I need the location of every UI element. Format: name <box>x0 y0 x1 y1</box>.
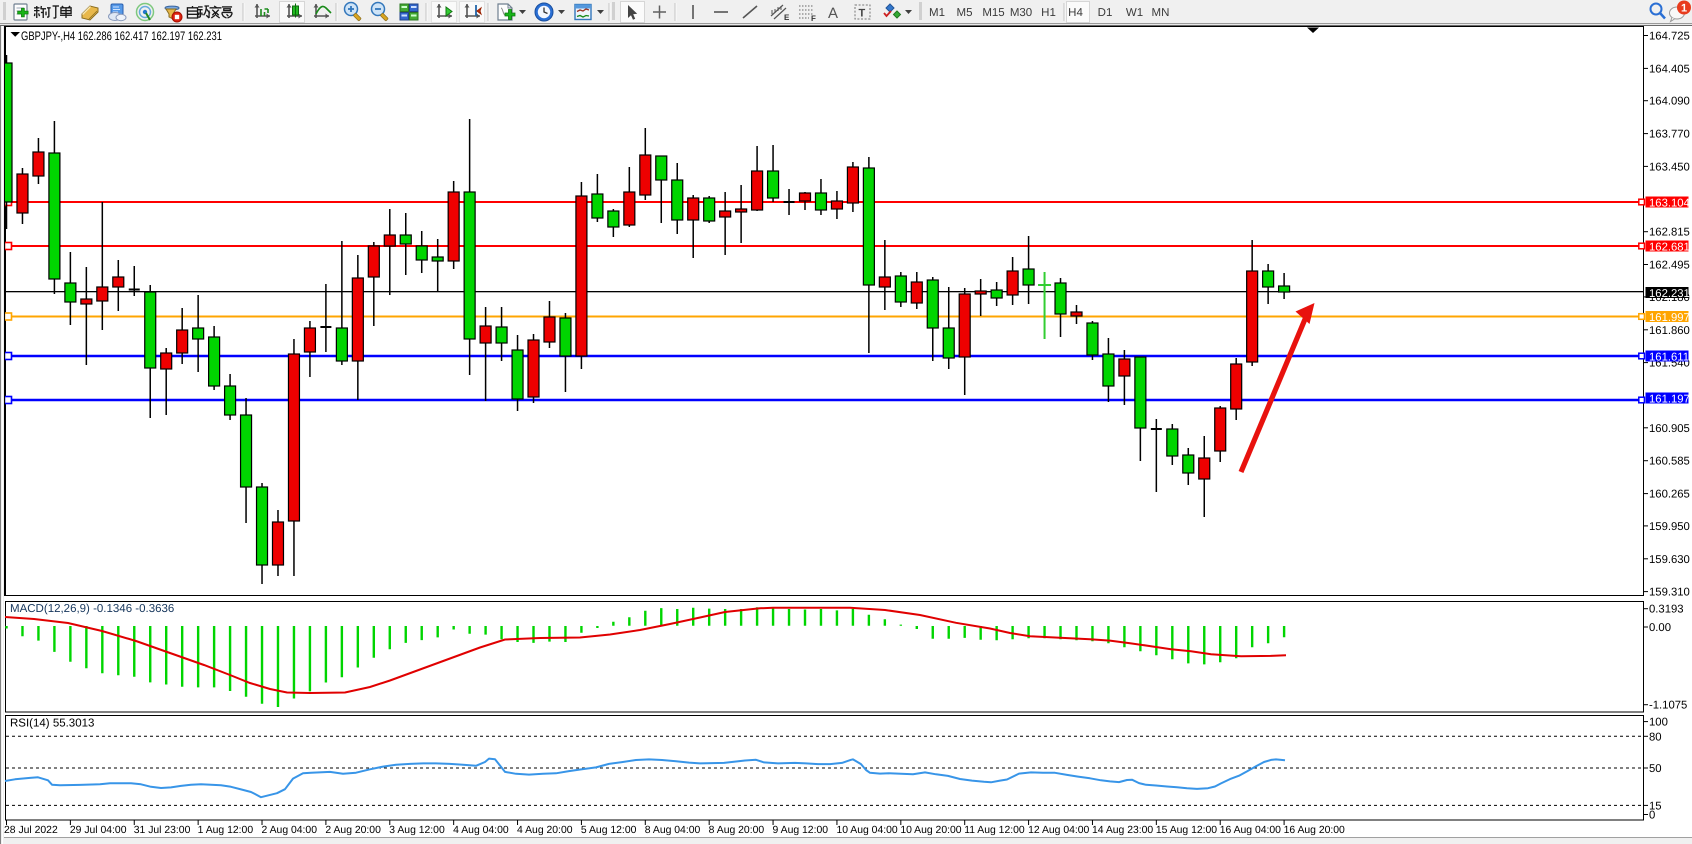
svg-text:4 Aug 20:00: 4 Aug 20:00 <box>517 825 573 836</box>
svg-text:11 Aug 12:00: 11 Aug 12:00 <box>964 825 1025 836</box>
svg-text:80: 80 <box>1649 731 1662 743</box>
svg-text:F: F <box>811 14 816 23</box>
svg-text:M30: M30 <box>1010 7 1032 19</box>
svg-text:164.090: 164.090 <box>1649 96 1690 108</box>
svg-text:GBPJPY-,H4 162.286 162.417 16: GBPJPY-,H4 162.286 162.417 162.197 162.2… <box>21 29 222 43</box>
svg-text:161.611: 161.611 <box>1649 352 1689 364</box>
svg-text:H1: H1 <box>1041 7 1056 19</box>
svg-text:12 Aug 04:00: 12 Aug 04:00 <box>1028 825 1089 836</box>
svg-text:15: 15 <box>1649 800 1662 812</box>
svg-text:162.231: 162.231 <box>1649 288 1690 300</box>
svg-text:163.104: 163.104 <box>1649 198 1690 210</box>
svg-text:160.265: 160.265 <box>1649 489 1690 501</box>
svg-text:M1: M1 <box>929 7 945 19</box>
svg-text:31 Jul 23:00: 31 Jul 23:00 <box>134 825 191 836</box>
svg-text:3 Aug 12:00: 3 Aug 12:00 <box>389 825 445 836</box>
svg-text:160.905: 160.905 <box>1649 423 1690 435</box>
svg-text:10 Aug 04:00: 10 Aug 04:00 <box>836 825 897 836</box>
svg-text:28 Jul 2022: 28 Jul 2022 <box>4 825 58 836</box>
svg-text:H4: H4 <box>1068 7 1083 19</box>
svg-text:10 Aug 20:00: 10 Aug 20:00 <box>900 825 961 836</box>
svg-text:162.495: 162.495 <box>1649 260 1690 272</box>
svg-text:4 Aug 04:00: 4 Aug 04:00 <box>453 825 509 836</box>
svg-text:159.310: 159.310 <box>1649 587 1690 599</box>
svg-text:161.197: 161.197 <box>1649 394 1690 406</box>
svg-text:MACD(12,26,9) -0.1346 -0.3636: MACD(12,26,9) -0.1346 -0.3636 <box>10 603 174 615</box>
svg-text:159.950: 159.950 <box>1649 521 1690 533</box>
svg-text:16 Aug 20:00: 16 Aug 20:00 <box>1284 825 1345 836</box>
svg-text:14 Aug 23:00: 14 Aug 23:00 <box>1092 825 1153 836</box>
svg-text:T: T <box>859 8 866 20</box>
svg-text:1: 1 <box>1681 3 1687 15</box>
svg-text:RSI(14) 55.3013: RSI(14) 55.3013 <box>10 718 94 730</box>
svg-text:MN: MN <box>1152 7 1170 19</box>
svg-text:D1: D1 <box>1098 7 1113 19</box>
svg-text:1 Aug 12:00: 1 Aug 12:00 <box>198 825 254 836</box>
svg-text:29 Jul 04:00: 29 Jul 04:00 <box>70 825 127 836</box>
svg-text:162.681: 162.681 <box>1649 242 1690 254</box>
svg-text:0: 0 <box>1649 810 1655 822</box>
svg-text:-1.1075: -1.1075 <box>1649 700 1687 712</box>
svg-text:2 Aug 04:00: 2 Aug 04:00 <box>262 825 318 836</box>
svg-text:16 Aug 04:00: 16 Aug 04:00 <box>1220 825 1281 836</box>
svg-text:5 Aug 12:00: 5 Aug 12:00 <box>581 825 637 836</box>
svg-text:E: E <box>784 13 790 22</box>
svg-text:9 Aug 12:00: 9 Aug 12:00 <box>773 825 829 836</box>
svg-text:159.630: 159.630 <box>1649 554 1690 566</box>
svg-text:50: 50 <box>1649 763 1662 775</box>
svg-text:W1: W1 <box>1126 7 1143 19</box>
svg-text:0.00: 0.00 <box>1649 622 1671 634</box>
svg-text:164.405: 164.405 <box>1649 63 1690 75</box>
svg-text:8 Aug 20:00: 8 Aug 20:00 <box>709 825 765 836</box>
svg-text:162.815: 162.815 <box>1649 227 1690 239</box>
svg-text:15 Aug 12:00: 15 Aug 12:00 <box>1156 825 1217 836</box>
svg-text:164.725: 164.725 <box>1649 31 1690 43</box>
svg-text:2 Aug 20:00: 2 Aug 20:00 <box>325 825 381 836</box>
svg-text:100: 100 <box>1649 717 1668 729</box>
svg-text:163.450: 163.450 <box>1649 161 1690 173</box>
svg-text:0.3193: 0.3193 <box>1649 604 1684 616</box>
svg-text:M15: M15 <box>982 7 1004 19</box>
svg-text:A: A <box>828 5 838 22</box>
svg-text:M5: M5 <box>957 7 973 19</box>
svg-text:161.860: 161.860 <box>1649 325 1690 337</box>
svg-text:160.585: 160.585 <box>1649 456 1690 468</box>
svg-text:8 Aug 04:00: 8 Aug 04:00 <box>645 825 701 836</box>
svg-text:163.770: 163.770 <box>1649 129 1690 141</box>
svg-text:161.997: 161.997 <box>1649 312 1690 324</box>
